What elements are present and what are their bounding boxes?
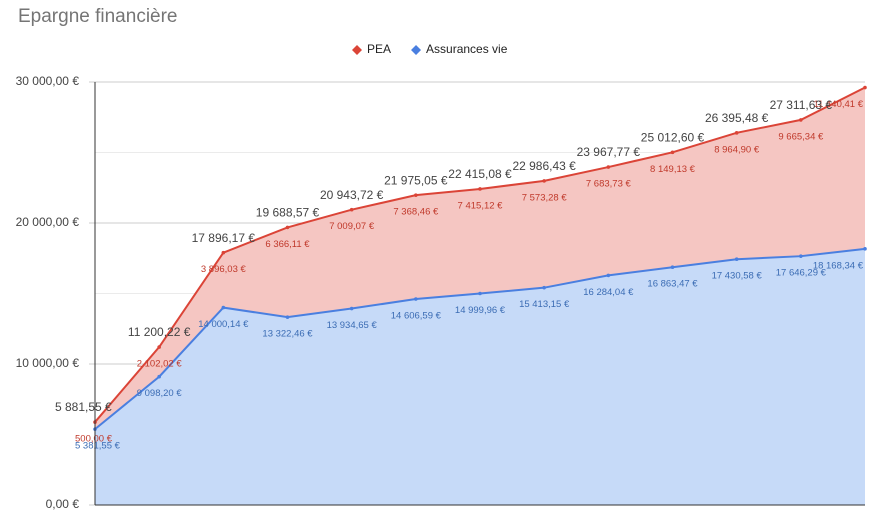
data-label: 2 102,02 € (137, 359, 183, 370)
data-label: 500,00 € (75, 434, 113, 445)
data-label: 3 896,03 € (201, 264, 247, 275)
data-label: 13 322,46 € (262, 329, 313, 340)
data-label: 7 573,28 € (522, 192, 568, 203)
point (157, 345, 161, 349)
data-label: 9 665,34 € (778, 131, 824, 142)
data-label: 8 964,90 € (714, 144, 760, 155)
data-label: 7 415,12 € (458, 200, 504, 211)
data-label: 9 098,20 € (137, 388, 183, 399)
point (670, 265, 675, 270)
point (414, 297, 418, 301)
total-label: 5 881,55 € (55, 400, 112, 414)
point (349, 306, 354, 311)
total-label: 22 415,08 € (448, 167, 512, 181)
data-label: 18 168,34 € (813, 260, 864, 271)
point (414, 193, 418, 197)
data-label: 17 430,58 € (712, 271, 763, 282)
point (734, 131, 739, 135)
y-tick-label: 20 000,00 € (16, 215, 80, 229)
legend-label: Assurances vie (426, 42, 508, 56)
y-tick-label: 0,00 € (46, 497, 80, 511)
data-label: 16 284,04 € (583, 287, 634, 298)
point (863, 85, 867, 90)
point (542, 179, 546, 183)
total-label: 17 896,17 € (192, 231, 256, 245)
legend-marker (352, 45, 362, 55)
data-label: 13 934,65 € (327, 320, 378, 331)
total-label: 21 975,05 € (384, 173, 448, 187)
point (670, 150, 675, 155)
data-label: 15 413,15 € (519, 299, 570, 310)
data-label: 6 366,11 € (265, 239, 310, 250)
total-label: 11 200,22 € (128, 325, 191, 339)
data-label: 14 000,14 € (198, 319, 249, 330)
area (95, 248, 865, 505)
total-label: 19 688,57 € (256, 206, 320, 220)
point (863, 247, 867, 251)
y-tick-label: 10 000,00 € (16, 356, 80, 370)
point (285, 225, 290, 230)
data-label: 16 863,47 € (647, 279, 698, 290)
point (606, 273, 611, 278)
total-label: 23 967,77 € (577, 145, 641, 159)
chart-title: Epargne financière (18, 6, 178, 27)
legend-marker (411, 45, 422, 55)
total-label: 22 986,43 € (512, 159, 576, 173)
point (478, 187, 482, 191)
point (157, 374, 161, 379)
legend-label: PEA (367, 42, 391, 56)
total-label: 20 943,72 € (320, 188, 384, 202)
area (95, 87, 865, 430)
data-label: 7 009,07 € (329, 221, 375, 232)
data-label: 8 149,13 € (650, 164, 696, 175)
point (285, 315, 290, 319)
data-label: 7 683,73 € (586, 179, 632, 190)
point (221, 250, 226, 255)
total-label: 26 395,48 € (705, 111, 769, 125)
data-label: 14 606,59 € (391, 311, 442, 322)
y-tick-label: 30 000,00 € (16, 74, 80, 88)
point (799, 254, 803, 258)
point (542, 285, 546, 290)
point (478, 291, 482, 296)
point (221, 305, 226, 310)
total-label: 27 311,63 € (770, 98, 833, 112)
point (799, 118, 803, 122)
data-label: 11 440,41 € (814, 99, 864, 110)
total-label: 25 012,60 € (641, 130, 705, 144)
data-label: 5 381,55 € (75, 441, 121, 452)
data-label: 14 999,96 € (455, 305, 506, 316)
data-label: 17 646,29 € (776, 268, 827, 279)
point (606, 165, 611, 169)
data-label: 7 368,46 € (393, 207, 439, 218)
point (349, 207, 354, 212)
point (734, 257, 739, 262)
